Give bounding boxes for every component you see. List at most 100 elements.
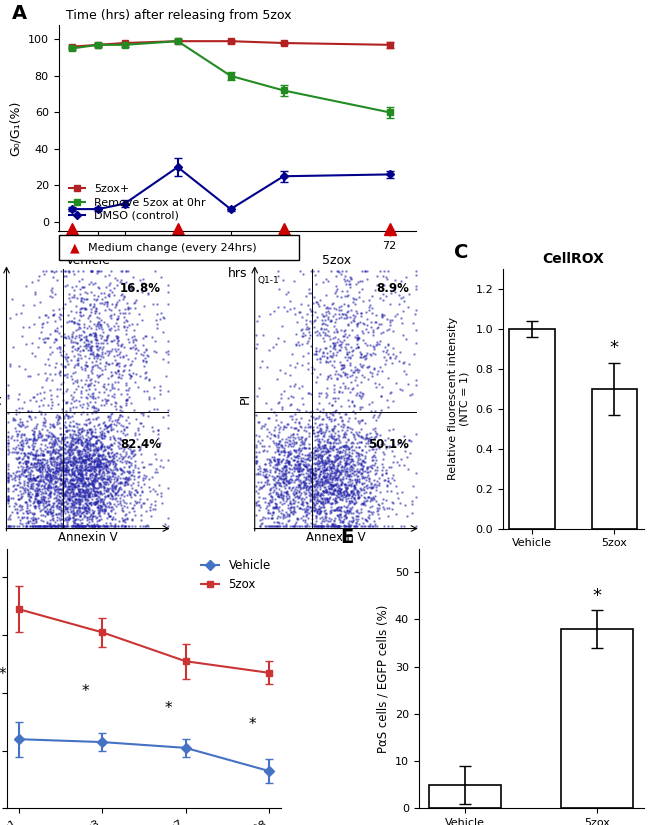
Point	[90, 481, 100, 494]
Point	[326, 478, 337, 492]
Point	[51, 389, 62, 403]
Point	[111, 344, 122, 357]
Point	[348, 466, 358, 479]
Point	[25, 489, 35, 502]
Point	[58, 519, 68, 532]
Point	[310, 268, 320, 281]
Point	[105, 419, 115, 432]
Point	[112, 295, 123, 308]
Point	[94, 430, 104, 443]
Point	[387, 445, 398, 458]
Point	[53, 472, 63, 485]
Point	[99, 416, 109, 429]
Point	[38, 332, 49, 346]
Point	[259, 519, 270, 532]
Point	[253, 498, 263, 512]
Point	[291, 481, 301, 494]
Point	[357, 283, 367, 296]
Point	[104, 510, 114, 523]
Point	[287, 436, 297, 450]
Point	[283, 515, 294, 528]
Point	[115, 408, 125, 422]
Point	[335, 500, 346, 513]
Point	[99, 519, 110, 532]
Point	[150, 462, 161, 475]
Point	[79, 321, 89, 334]
Point	[81, 478, 91, 491]
Point	[269, 465, 280, 478]
Point	[30, 489, 40, 502]
Point	[269, 429, 280, 442]
Point	[271, 511, 281, 524]
Point	[81, 454, 92, 467]
Point	[127, 331, 137, 344]
Point	[97, 504, 107, 517]
Point	[92, 339, 102, 352]
Point	[113, 338, 124, 351]
Point	[365, 338, 375, 351]
Point	[32, 443, 42, 456]
Point	[339, 519, 349, 532]
Point	[77, 482, 88, 495]
Point	[335, 504, 346, 517]
Point	[156, 486, 166, 499]
Y-axis label: PI: PI	[0, 393, 4, 404]
Point	[162, 297, 173, 310]
Point	[110, 480, 120, 493]
Point	[138, 354, 148, 367]
Point	[81, 498, 92, 512]
Point	[26, 479, 36, 493]
Point	[28, 473, 38, 486]
Point	[318, 484, 329, 497]
Point	[369, 363, 379, 376]
Point	[107, 454, 117, 467]
Point	[3, 446, 14, 459]
Point	[370, 466, 381, 479]
Point	[89, 449, 99, 462]
Point	[140, 343, 151, 356]
Point	[142, 493, 152, 506]
Point	[315, 489, 326, 502]
Point	[27, 436, 38, 450]
Point	[4, 511, 14, 524]
Point	[108, 484, 118, 497]
Point	[297, 434, 307, 447]
Point	[86, 503, 97, 516]
Point	[47, 472, 58, 485]
Point	[16, 417, 27, 431]
Point	[317, 307, 327, 320]
Point	[115, 345, 125, 358]
Point	[306, 304, 316, 317]
Text: 16.8%: 16.8%	[120, 281, 161, 295]
Point	[59, 519, 70, 532]
Point	[105, 462, 116, 475]
Point	[3, 459, 14, 472]
Point	[70, 494, 81, 507]
Point	[255, 361, 265, 374]
Point	[317, 474, 328, 488]
Point	[332, 449, 342, 462]
Point	[70, 432, 81, 446]
Point	[101, 460, 111, 474]
Point	[322, 455, 333, 468]
Point	[317, 449, 327, 462]
Point	[334, 338, 345, 351]
Point	[70, 488, 81, 501]
Point	[69, 474, 79, 487]
Point	[79, 443, 89, 456]
Point	[314, 345, 324, 358]
Point	[86, 428, 96, 441]
Point	[96, 513, 106, 526]
Point	[293, 469, 304, 482]
Point	[68, 339, 78, 352]
Point	[334, 469, 345, 482]
Point	[328, 469, 339, 483]
Point	[320, 491, 331, 504]
Point	[358, 368, 368, 381]
Point	[66, 409, 77, 422]
Point	[103, 464, 114, 478]
Point	[37, 316, 47, 329]
Point	[86, 519, 96, 532]
Point	[53, 435, 64, 448]
Point	[35, 496, 46, 509]
